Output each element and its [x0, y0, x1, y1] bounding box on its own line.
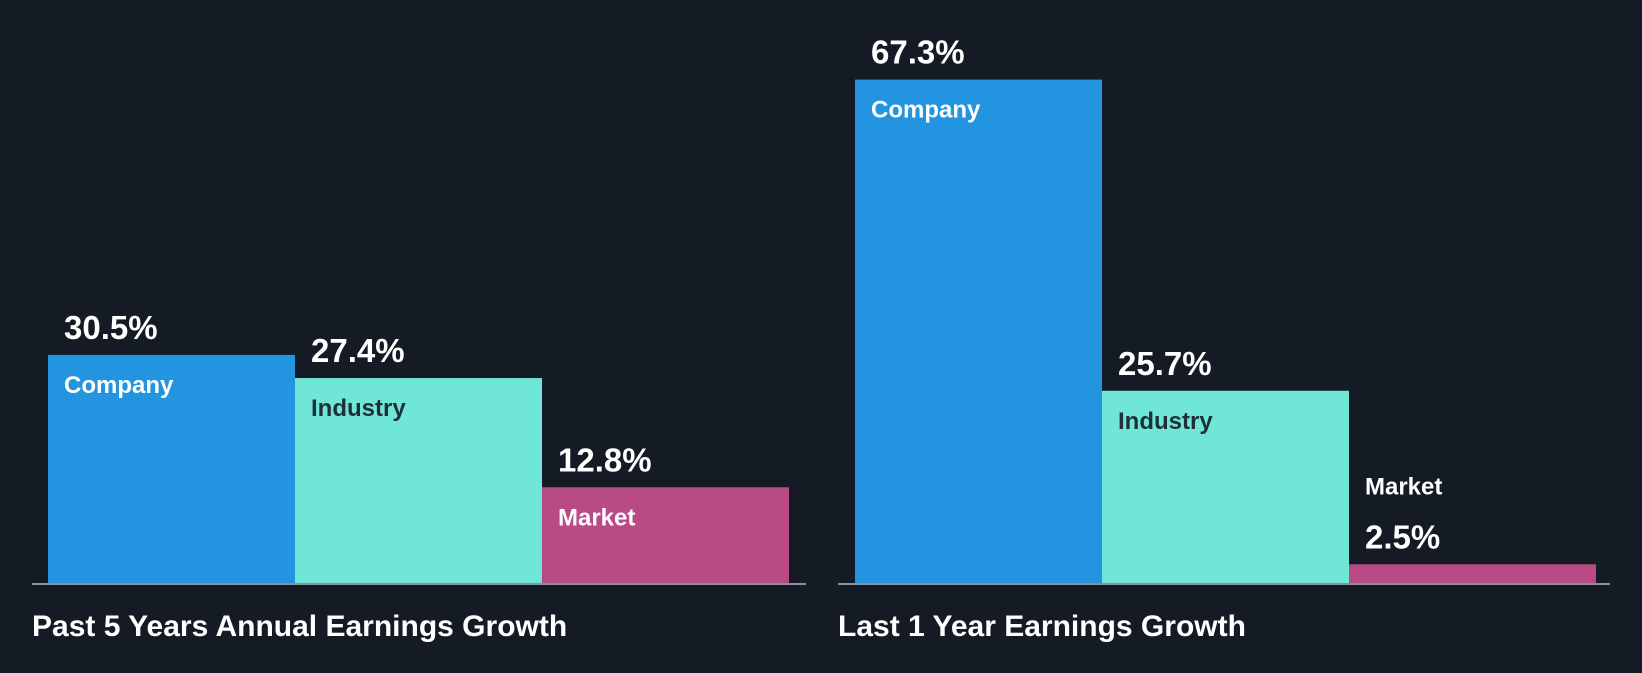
bar-industry: [295, 378, 542, 583]
bar-market: [1349, 564, 1596, 583]
value-label-market: 2.5%: [1365, 518, 1440, 555]
category-label-company: Company: [871, 97, 981, 124]
bar-market: [542, 487, 789, 583]
chart-title-last-1-year: Last 1 Year Earnings Growth: [838, 610, 1246, 643]
panel-last-1-year: Last 1 Year Earnings Growth 67.3% Company…: [838, 34, 1610, 643]
value-label-company: 30.5%: [64, 309, 158, 346]
bar-company: [48, 354, 295, 583]
bar-industry: [1102, 390, 1349, 583]
value-label-industry: 25.7%: [1118, 345, 1212, 382]
panel-past-5-years: Past 5 Years Annual Earnings Growth 30.5…: [32, 309, 806, 643]
category-label-industry: Industry: [311, 395, 406, 422]
bar-company: [855, 79, 1102, 583]
category-label-market: Market: [558, 504, 635, 531]
category-label-company: Company: [64, 372, 174, 399]
category-label-market: Market: [1365, 473, 1442, 500]
chart-title-past-5-years: Past 5 Years Annual Earnings Growth: [32, 610, 567, 643]
category-label-industry: Industry: [1118, 408, 1213, 435]
value-label-company: 67.3%: [871, 34, 965, 71]
value-label-industry: 27.4%: [311, 332, 405, 369]
value-label-market: 12.8%: [558, 441, 652, 478]
